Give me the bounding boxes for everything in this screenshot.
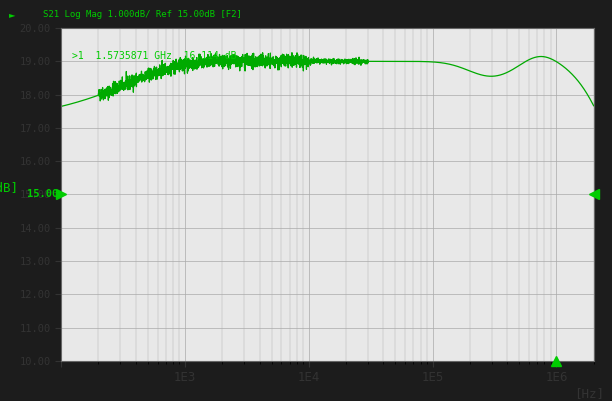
Text: >1  1.5735871 GHz  16.114 dB: >1 1.5735871 GHz 16.114 dB: [72, 51, 236, 61]
Text: ►: ►: [9, 10, 16, 19]
Text: 15.00: 15.00: [28, 190, 59, 199]
X-axis label: [Hz]: [Hz]: [574, 387, 604, 400]
Text: S21 Log Mag 1.000dB/ Ref 15.00dB [F2]: S21 Log Mag 1.000dB/ Ref 15.00dB [F2]: [43, 10, 242, 19]
Y-axis label: [dB]: [dB]: [0, 182, 18, 194]
